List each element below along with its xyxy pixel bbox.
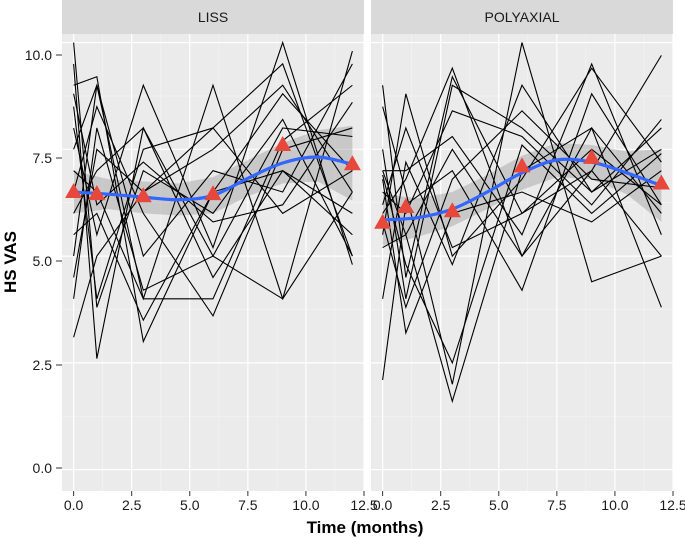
patient-line <box>382 62 662 236</box>
strip-label-polyaxial: POLYAXIAL <box>485 9 560 25</box>
confidence-band-polyaxial <box>382 142 662 246</box>
patient-line <box>382 67 662 258</box>
patient-line <box>382 42 662 385</box>
x-axis-title: Time (months) <box>307 518 424 537</box>
x-tick-label: 7.5 <box>547 497 567 513</box>
x-tick-label: 2.5 <box>431 497 451 513</box>
individual-lines-polyaxial <box>382 42 662 404</box>
individual-lines-liss <box>73 40 353 359</box>
mean-marker <box>513 157 531 173</box>
x-tick-label: 0.0 <box>373 497 393 513</box>
patient-line <box>73 63 353 258</box>
mean-marker <box>204 185 222 201</box>
x-tick-label: 10.0 <box>292 497 319 513</box>
x-tick-label: 5.0 <box>180 497 200 513</box>
patient-line <box>73 93 353 223</box>
strip-liss <box>62 0 364 34</box>
y-tick-label: 5.0 <box>33 253 53 269</box>
mean-marker <box>583 148 601 164</box>
x-axis-ticks-liss: 0.0 2.5 5.0 7.5 10.0 12.5 <box>64 491 378 513</box>
mean-markers-polyaxial <box>374 148 670 229</box>
y-tick-label: 7.5 <box>33 150 53 166</box>
patient-line <box>382 92 662 381</box>
patient-line <box>73 92 353 322</box>
mean-marker <box>88 185 106 201</box>
x-tick-label: 12.5 <box>659 497 685 513</box>
x-tick-label: 10.0 <box>601 497 628 513</box>
y-axis: 0.0 2.5 5.0 7.5 10.0 <box>25 47 62 476</box>
mean-marker <box>397 197 415 213</box>
patient-line <box>382 144 662 365</box>
mean-marker <box>443 202 461 218</box>
mean-marker <box>652 174 670 190</box>
mean-marker <box>134 187 152 203</box>
patient-line <box>73 104 353 318</box>
smooth-curve-polyaxial <box>381 157 663 222</box>
patient-line <box>73 75 353 344</box>
strip-label-liss: LISS <box>198 9 228 25</box>
y-axis-title: HS VAS <box>1 231 20 293</box>
smooth-curve <box>381 157 663 222</box>
patient-line <box>73 127 353 338</box>
patient-line <box>382 84 662 299</box>
confidence-band <box>382 142 662 246</box>
y-tick-label: 2.5 <box>33 357 53 373</box>
patient-line <box>382 127 662 404</box>
x-tick-label: 12.5 <box>350 497 377 513</box>
mean-marker <box>343 155 361 171</box>
patient-line <box>73 84 353 278</box>
patient-line <box>73 62 353 299</box>
panel-polyaxial: POLYAXIAL 0.0 2.5 5.0 7.5 10.0 12.5 <box>371 0 685 513</box>
mean-marker <box>374 213 392 229</box>
strip-polyaxial <box>371 0 673 34</box>
x-tick-label: 7.5 <box>238 497 258 513</box>
patient-line <box>73 127 353 299</box>
panel-background-polyaxial <box>371 34 673 491</box>
panel-liss: LISS 0.0 2.5 5.0 7.5 10.0 12.5 <box>62 0 378 513</box>
patient-line <box>73 127 353 279</box>
y-tick-label: 10.0 <box>25 47 52 63</box>
mean-marker <box>65 183 83 199</box>
mean-markers-liss <box>65 136 361 203</box>
x-axis-ticks-polyaxial: 0.0 2.5 5.0 7.5 10.0 12.5 <box>373 491 685 513</box>
mean-marker <box>274 136 292 152</box>
y-tick-label: 0.0 <box>33 460 53 476</box>
panel-background-liss <box>62 34 364 491</box>
x-tick-label: 5.0 <box>489 497 509 513</box>
x-tick-label: 2.5 <box>122 497 142 513</box>
patient-line <box>73 84 353 300</box>
x-tick-label: 0.0 <box>64 497 84 513</box>
